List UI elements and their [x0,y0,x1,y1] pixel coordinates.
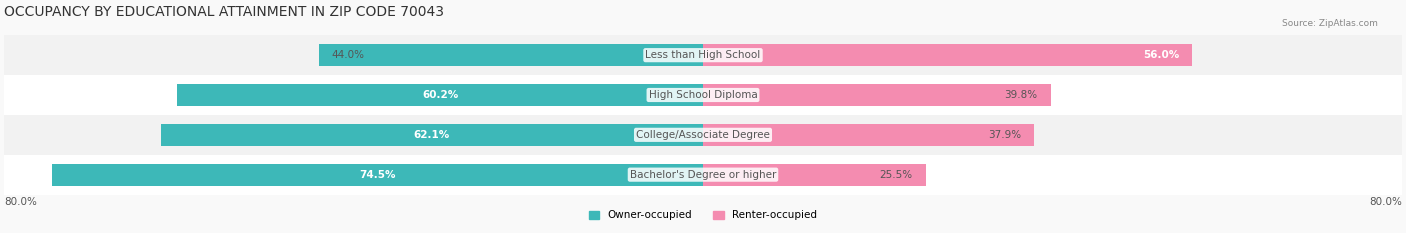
Text: 60.2%: 60.2% [422,90,458,100]
Text: OCCUPANCY BY EDUCATIONAL ATTAINMENT IN ZIP CODE 70043: OCCUPANCY BY EDUCATIONAL ATTAINMENT IN Z… [4,5,444,19]
Text: 44.0%: 44.0% [332,50,364,60]
Text: College/Associate Degree: College/Associate Degree [636,130,770,140]
Bar [52,164,703,186]
Bar [703,84,1050,106]
Bar [703,124,1033,146]
Text: Bachelor's Degree or higher: Bachelor's Degree or higher [630,170,776,180]
Text: 56.0%: 56.0% [1143,50,1180,60]
Text: 80.0%: 80.0% [4,197,37,207]
Text: 25.5%: 25.5% [880,170,912,180]
Text: 37.9%: 37.9% [988,130,1021,140]
Text: 62.1%: 62.1% [413,130,450,140]
Bar [703,164,925,186]
Bar [703,44,1192,66]
Text: Source: ZipAtlas.com: Source: ZipAtlas.com [1282,19,1378,28]
Bar [177,84,703,106]
Bar [4,75,1402,115]
Bar [4,115,1402,155]
Bar [160,124,703,146]
Text: 80.0%: 80.0% [1369,197,1402,207]
Text: Less than High School: Less than High School [645,50,761,60]
Text: High School Diploma: High School Diploma [648,90,758,100]
Bar [4,155,1402,195]
Legend: Owner-occupied, Renter-occupied: Owner-occupied, Renter-occupied [585,206,821,224]
Text: 39.8%: 39.8% [1004,90,1038,100]
Bar [4,35,1402,75]
Text: 74.5%: 74.5% [360,170,396,180]
Bar [319,44,703,66]
